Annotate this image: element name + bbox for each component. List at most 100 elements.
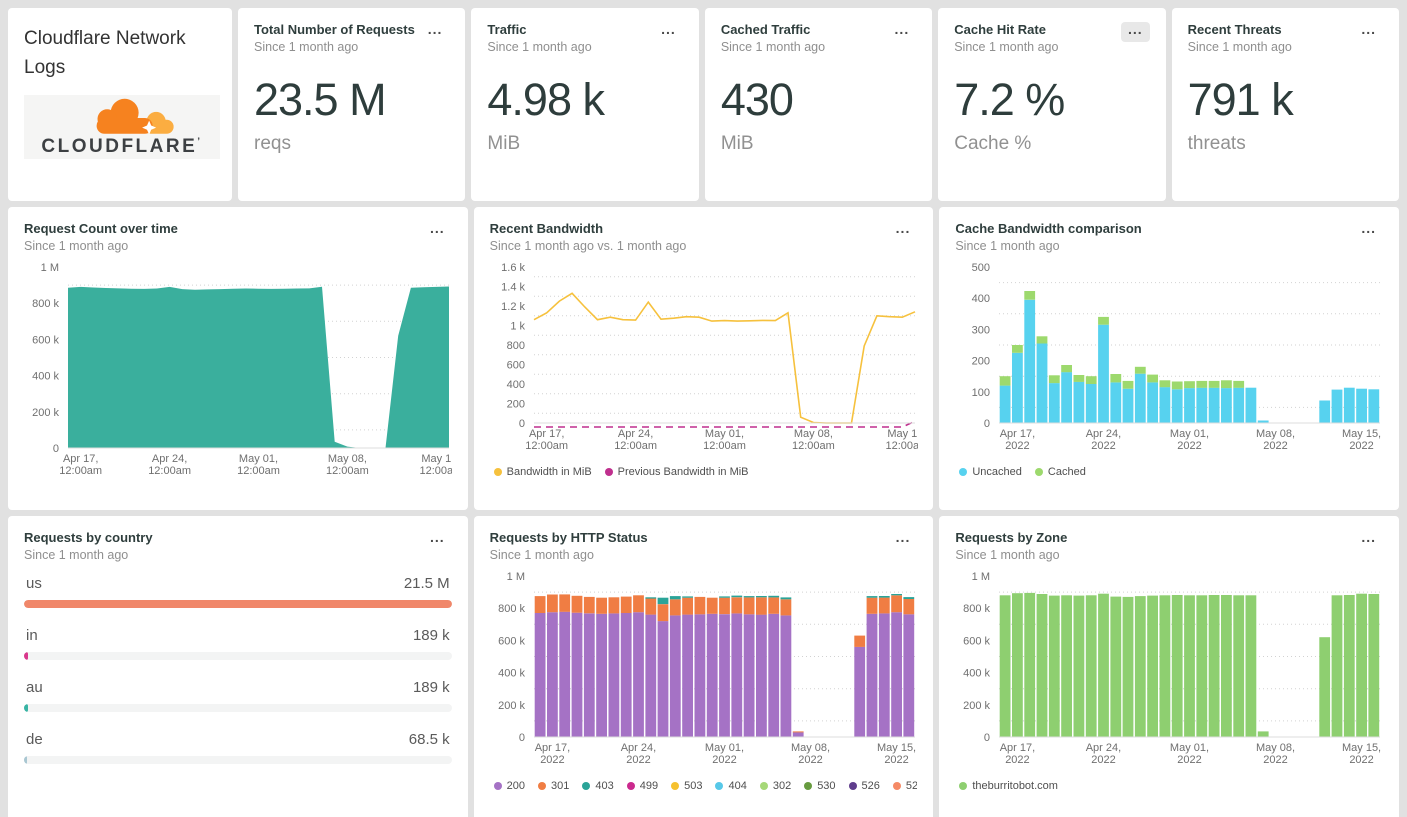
country-row: in 189 k bbox=[24, 627, 452, 660]
panel-menu-button[interactable]: ... bbox=[888, 22, 917, 42]
legend-item[interactable]: 526 bbox=[848, 780, 880, 792]
panel-subtitle: Since 1 month ago vs. 1 month ago bbox=[489, 239, 687, 253]
top-stats-row: Cloudflare Network Logs CLOUDFLARE’ Tota… bbox=[8, 8, 1400, 201]
legend-item[interactable]: 301 bbox=[538, 780, 569, 792]
legend-item[interactable]: theburritobot.com bbox=[959, 780, 1058, 792]
svg-text:100: 100 bbox=[972, 387, 990, 399]
svg-text:May 15,2022: May 15, 2022 bbox=[1342, 742, 1381, 766]
legend-item[interactable]: 200 bbox=[493, 780, 525, 792]
dashboard-title: Cloudflare Network Logs bbox=[24, 28, 186, 79]
panel-subtitle: Since 1 month ago bbox=[955, 548, 1060, 562]
panel-menu-button[interactable]: ... bbox=[423, 221, 452, 241]
stat-value: 4.98 k bbox=[487, 74, 605, 125]
legend-item[interactable]: 524 bbox=[892, 780, 917, 792]
panel-title: Cached Traffic bbox=[720, 22, 811, 37]
panel-subtitle: Since 1 month ago bbox=[24, 548, 129, 562]
svg-text:400: 400 bbox=[972, 293, 990, 305]
panel-subtitle: Since 1 month ago bbox=[24, 239, 129, 253]
country-bar-track bbox=[24, 756, 452, 764]
panel-requests-by-zone: Requests by Zone Since 1 month ago ... 0… bbox=[939, 516, 1400, 817]
svg-text:200 k: 200 k bbox=[963, 700, 990, 712]
svg-text:200 k: 200 k bbox=[32, 407, 59, 419]
legend-dot-icon bbox=[671, 782, 680, 790]
panel-title: Requests by Zone bbox=[955, 530, 1068, 545]
country-bar-fill bbox=[24, 704, 28, 712]
legend-item[interactable]: 499 bbox=[626, 780, 659, 792]
svg-text:1 M: 1 M bbox=[506, 571, 524, 583]
svg-text:400: 400 bbox=[506, 379, 524, 391]
svg-text:May 15,2022: May 15, 2022 bbox=[1342, 428, 1381, 452]
cloudflare-wordmark: CLOUDFLARE’ bbox=[41, 136, 203, 158]
panel-menu-button[interactable]: ... bbox=[889, 221, 918, 241]
legend-item[interactable]: 404 bbox=[715, 780, 747, 792]
panel-menu-button[interactable]: ... bbox=[1354, 221, 1383, 241]
legend-item[interactable]: 302 bbox=[759, 780, 791, 792]
zone-chart: 0 200 k 400 k 600 k 800 k 1 M Apr 17, 2022 Apr 2… bbox=[955, 566, 1383, 776]
panel-title: Request Count over time bbox=[24, 221, 178, 236]
svg-text:0: 0 bbox=[984, 732, 990, 744]
panel-title: Cache Bandwidth comparison bbox=[955, 221, 1142, 236]
legend-label: Cached bbox=[1047, 466, 1086, 478]
legend-dot-icon bbox=[493, 782, 502, 790]
svg-text:0: 0 bbox=[519, 732, 525, 744]
legend-dot-icon bbox=[892, 782, 901, 790]
panel-title: Recent Bandwidth bbox=[489, 221, 604, 236]
country-bar-track bbox=[24, 600, 452, 608]
legend-item[interactable]: 503 bbox=[671, 780, 702, 792]
svg-text:May 01,12:00am: May 01, 12:00am bbox=[237, 453, 280, 477]
svg-text:0: 0 bbox=[984, 418, 990, 430]
stat-unit: threats bbox=[1187, 133, 1246, 154]
svg-text:May 01,12:00am: May 01, 12:00am bbox=[703, 428, 746, 452]
country-value: 189 k bbox=[412, 679, 450, 696]
panel-menu-button[interactable]: ... bbox=[654, 22, 683, 42]
svg-text:400 k: 400 k bbox=[963, 668, 990, 680]
http-status-legend: 200 301 403 499 503 404 302 530 526 524 bbox=[493, 780, 917, 792]
country-bar-track bbox=[24, 652, 452, 660]
svg-text:May 112:00a: May 1 12:00a bbox=[419, 453, 452, 477]
svg-text:1.6 k: 1.6 k bbox=[501, 262, 525, 274]
svg-text:1.2 k: 1.2 k bbox=[501, 301, 525, 313]
legend-item[interactable]: Cached bbox=[1034, 466, 1086, 478]
legend-item[interactable]: Uncached bbox=[959, 466, 1022, 478]
legend-label: Uncached bbox=[972, 466, 1022, 478]
panel-subtitle: Since 1 month ago bbox=[955, 239, 1060, 253]
legend-label: 403 bbox=[595, 780, 614, 792]
panel-menu-button[interactable]: ... bbox=[423, 530, 452, 550]
panel-request-count-over-time: Request Count over time Since 1 month ag… bbox=[8, 207, 468, 510]
stat-unit: MiB bbox=[487, 133, 521, 154]
svg-text:600: 600 bbox=[506, 360, 524, 372]
svg-text:May 08,2022: May 08, 2022 bbox=[1256, 428, 1295, 452]
panel-title: Total Number of Requests bbox=[254, 22, 415, 37]
country-value: 21.5 M bbox=[403, 575, 450, 592]
country-bar-fill bbox=[24, 756, 27, 764]
svg-text:600 k: 600 k bbox=[963, 635, 990, 647]
panel-menu-button[interactable]: ... bbox=[889, 530, 918, 550]
legend-item[interactable]: 530 bbox=[804, 780, 836, 792]
legend-label: 499 bbox=[639, 780, 659, 792]
legend-label: theburritobot.com bbox=[972, 780, 1058, 792]
legend-dot-icon bbox=[759, 782, 768, 790]
legend-item[interactable]: Bandwidth in MiB bbox=[493, 466, 592, 478]
panel-title: Requests by country bbox=[24, 530, 153, 545]
legend-item[interactable]: 403 bbox=[582, 780, 614, 792]
panel-menu-button[interactable]: ... bbox=[1354, 22, 1383, 42]
svg-text:1 M: 1 M bbox=[972, 571, 990, 583]
legend-dot-icon bbox=[959, 468, 968, 476]
svg-text:May 08,12:00am: May 08, 12:00am bbox=[326, 453, 369, 477]
legend-label: Previous Bandwidth in MiB bbox=[617, 466, 749, 478]
svg-text:1 M: 1 M bbox=[41, 262, 59, 274]
svg-text:Apr 24,2022: Apr 24, 2022 bbox=[1086, 742, 1121, 766]
country-value: 189 k bbox=[412, 627, 450, 644]
svg-text:1 k: 1 k bbox=[510, 321, 525, 333]
panel-menu-button[interactable]: ... bbox=[421, 22, 450, 42]
svg-text:May 08,12:00am: May 08, 12:00am bbox=[792, 428, 835, 452]
svg-text:200: 200 bbox=[506, 399, 524, 411]
legend-dot-icon bbox=[959, 782, 968, 790]
panel-menu-button[interactable]: ... bbox=[1120, 22, 1150, 42]
svg-text:Apr 17,12:00am: Apr 17, 12:00am bbox=[59, 453, 102, 477]
legend-item[interactable]: Previous Bandwidth in MiB bbox=[604, 466, 749, 478]
country-row: au 189 k bbox=[24, 679, 452, 712]
svg-text:400 k: 400 k bbox=[498, 668, 525, 680]
panel-menu-button[interactable]: ... bbox=[1354, 530, 1383, 550]
panel-subtitle: Since 1 month ago bbox=[720, 40, 826, 54]
